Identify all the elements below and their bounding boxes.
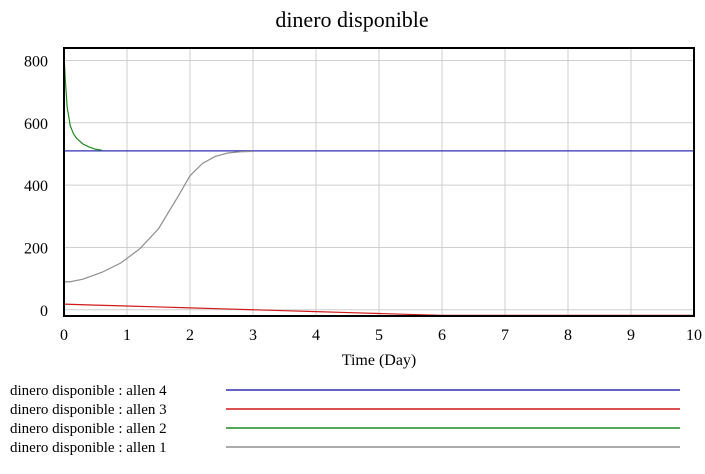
x-tick-label: 7 xyxy=(501,327,509,344)
legend-label: dinero disponible : allen 3 xyxy=(10,402,167,418)
x-tick-labels: 0 1 2 3 4 5 6 7 8 9 10 xyxy=(60,327,702,344)
x-tick-label: 8 xyxy=(564,327,572,344)
plot-frame xyxy=(63,47,695,317)
series-line-3 xyxy=(63,54,102,151)
y-tick-label: 200 xyxy=(24,240,48,257)
x-tick-label: 9 xyxy=(627,327,635,344)
legend: dinero disponible : allen 4 dinero dispon… xyxy=(10,383,680,456)
legend-label: dinero disponible : allen 4 xyxy=(10,383,167,399)
x-tick-label: 3 xyxy=(249,327,257,344)
x-tick-label: 1 xyxy=(123,327,131,344)
x-tick-label: 0 xyxy=(60,327,68,344)
x-axis-label: Time (Day) xyxy=(342,352,417,369)
x-tick-label: 4 xyxy=(312,327,320,344)
y-tick-label: 0 xyxy=(40,303,48,320)
series-line-4 xyxy=(64,150,254,283)
legend-label: dinero disponible : allen 2 xyxy=(10,421,167,437)
grid-lines xyxy=(63,48,695,316)
x-tick-label: 6 xyxy=(438,327,446,344)
y-tick-label: 800 xyxy=(24,53,48,70)
y-tick-label: 400 xyxy=(24,178,48,195)
y-tick-labels: 0 200 400 600 800 xyxy=(24,53,48,319)
chart-title: dinero disponible xyxy=(275,7,428,32)
x-tick-label: 5 xyxy=(375,327,383,344)
legend-label: dinero disponible : allen 1 xyxy=(10,440,167,456)
y-tick-label: 600 xyxy=(24,116,48,133)
x-tick-label: 2 xyxy=(186,327,194,344)
x-tick-label: 10 xyxy=(686,327,702,344)
